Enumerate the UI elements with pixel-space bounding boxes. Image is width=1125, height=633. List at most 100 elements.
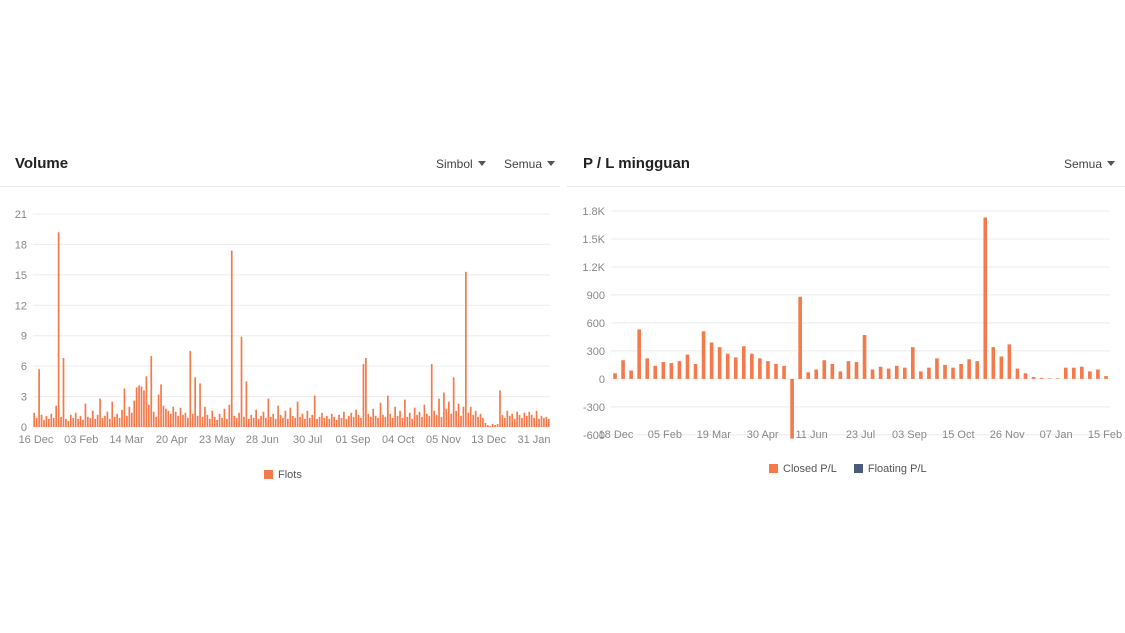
bar[interactable] [758,358,762,379]
bar[interactable] [257,418,260,427]
bar[interactable] [79,415,82,427]
bar[interactable] [201,416,204,427]
bar[interactable] [177,415,179,427]
bar[interactable] [725,353,730,379]
bar[interactable] [846,361,851,379]
bar[interactable] [717,347,722,379]
bar[interactable] [911,347,915,379]
bar[interactable] [386,395,389,427]
bar[interactable] [460,415,462,427]
bar[interactable] [216,419,218,427]
bar[interactable] [189,350,192,427]
bar[interactable] [274,418,277,427]
bar[interactable] [152,411,155,427]
bar[interactable] [218,413,221,427]
bar[interactable] [50,413,53,427]
bar[interactable] [296,401,299,427]
bar[interactable] [377,417,379,427]
bar[interactable] [399,410,401,427]
bar[interactable] [1055,378,1060,379]
bar[interactable] [394,406,396,427]
bar[interactable] [416,414,418,427]
bar[interactable] [223,408,226,427]
bar[interactable] [435,414,438,427]
bar[interactable] [243,416,245,427]
bar[interactable] [814,369,819,379]
bar[interactable] [430,364,433,427]
bar[interactable] [360,417,362,427]
bar[interactable] [447,401,450,427]
bar[interactable] [352,416,355,427]
bar[interactable] [404,399,406,427]
bar[interactable] [211,410,214,427]
bar[interactable] [523,412,526,427]
bar[interactable] [194,377,197,427]
bar[interactable] [501,414,504,427]
bar[interactable] [104,415,106,427]
legend-item-flots[interactable]: Flots [264,469,302,481]
bar[interactable] [313,395,316,427]
bar[interactable] [52,417,55,427]
pl-filter-dropdown[interactable]: Semua [1064,157,1116,171]
bar[interactable] [38,369,40,427]
bar[interactable] [838,371,843,379]
bar[interactable] [69,414,72,427]
bar[interactable] [221,417,223,427]
bar[interactable] [208,418,211,427]
bar[interactable] [525,415,528,427]
bar[interactable] [547,418,550,427]
bar[interactable] [196,415,199,427]
legend-item-floating-pl[interactable]: Floating P/L [853,463,927,475]
bar[interactable] [277,405,279,427]
bar[interactable] [411,418,414,427]
bar[interactable] [999,356,1004,379]
symbol-dropdown[interactable]: Simbol [436,157,486,171]
bar[interactable] [245,381,248,427]
bar[interactable] [128,406,131,427]
bar[interactable] [294,417,297,427]
bar[interactable] [269,416,272,427]
bar[interactable] [174,411,177,427]
bar[interactable] [84,403,87,427]
bar[interactable] [160,384,162,427]
bar[interactable] [143,390,145,427]
bar[interactable] [894,365,899,379]
bar[interactable] [116,413,118,427]
bar[interactable] [919,371,923,379]
bar[interactable] [350,412,353,427]
bar[interactable] [123,388,126,427]
bar[interactable] [693,363,698,379]
bar[interactable] [709,342,714,379]
bar[interactable] [528,411,531,427]
bar[interactable] [345,418,348,427]
bar[interactable] [340,417,343,427]
bar[interactable] [870,369,875,379]
bar[interactable] [357,414,360,427]
bar[interactable] [701,331,706,379]
bar[interactable] [308,417,311,427]
bar[interactable] [65,418,67,427]
bar[interactable] [182,414,184,427]
legend-item-closed-pl[interactable]: Closed P/L [769,463,837,475]
bar[interactable] [267,398,270,427]
bar[interactable] [983,217,988,379]
bar[interactable] [374,415,377,427]
bar[interactable] [316,418,318,427]
bar[interactable] [790,378,794,439]
bar[interactable] [265,417,267,427]
bar[interactable] [289,407,292,427]
bar[interactable] [669,363,674,379]
bar[interactable] [406,416,409,427]
bar[interactable] [87,416,89,427]
bar[interactable] [187,417,189,427]
bar[interactable] [40,414,43,427]
bar[interactable] [282,417,284,427]
bar[interactable] [318,416,321,427]
bar[interactable] [629,370,633,379]
bar[interactable] [798,296,802,379]
bar[interactable] [230,250,233,427]
bar[interactable] [67,420,70,427]
bar[interactable] [118,417,121,427]
bar[interactable] [235,417,238,427]
bar[interactable] [1047,378,1052,379]
